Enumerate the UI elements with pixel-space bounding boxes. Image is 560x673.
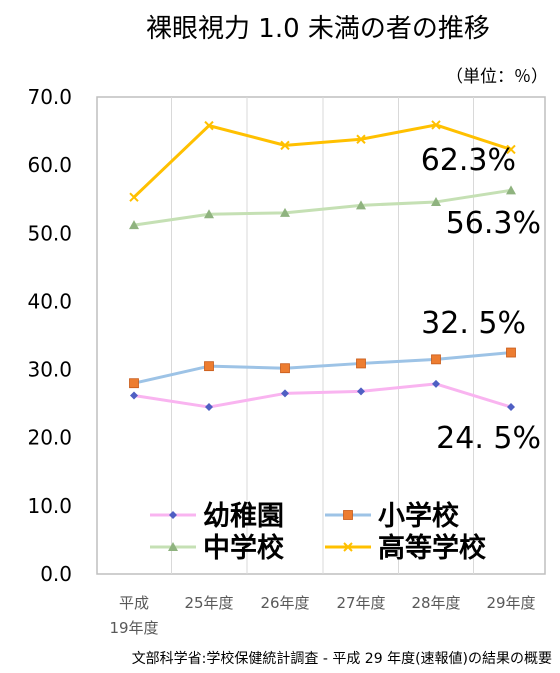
legend-label: 中学校 bbox=[203, 532, 284, 564]
series-elem bbox=[129, 347, 516, 389]
y-tick-label: 20.0 bbox=[27, 426, 72, 450]
y-tick-label: 60.0 bbox=[27, 153, 72, 177]
y-tick-label: 0.0 bbox=[40, 562, 72, 586]
series-line-high bbox=[132, 123, 512, 199]
y-axis-ticks: 0.0 10.0 20.0 30.0 40.0 50.0 60.0 70.0 bbox=[27, 85, 72, 586]
series-line-kinder bbox=[133, 382, 512, 409]
series-group bbox=[129, 120, 516, 412]
legend-entry-junior: 中学校 bbox=[150, 532, 284, 564]
y-tick-label: 30.0 bbox=[27, 358, 72, 382]
data-point bbox=[281, 389, 289, 398]
x-tick-label: 28年度 bbox=[411, 594, 460, 612]
legend-label: 幼稚園 bbox=[203, 501, 284, 532]
legend-label: 小学校 bbox=[378, 500, 459, 532]
x-tick-label: 19年度 bbox=[109, 619, 158, 637]
series-junior bbox=[129, 185, 516, 230]
chart-title: 裸眼視力 1.0 未満の者の推移 bbox=[146, 14, 490, 44]
legend-entry-high: 高等学校 bbox=[325, 532, 486, 564]
y-tick-label: 10.0 bbox=[27, 494, 72, 518]
end-label-junior: 56.3% bbox=[446, 206, 541, 241]
series-line-junior bbox=[133, 188, 512, 227]
x-tick-label: 29年度 bbox=[486, 594, 535, 612]
data-point bbox=[168, 542, 178, 551]
data-point bbox=[280, 140, 290, 151]
data-point bbox=[357, 387, 365, 396]
x-tick-label: 平成 bbox=[119, 594, 149, 612]
data-point bbox=[169, 511, 177, 519]
data-point bbox=[506, 144, 516, 155]
data-point bbox=[506, 347, 516, 358]
y-tick-label: 50.0 bbox=[27, 221, 72, 245]
x-tick-label: 26年度 bbox=[260, 594, 309, 612]
end-labels: 24. 5% 32. 5% 56.3% 62.3% bbox=[421, 143, 541, 456]
data-point bbox=[204, 209, 214, 219]
series-high bbox=[129, 120, 516, 202]
data-point bbox=[356, 200, 366, 210]
data-point bbox=[356, 134, 366, 144]
x-tick-label: 25年度 bbox=[184, 594, 233, 612]
source-note: 文部科学省:学校保健統計調査 - 平成 29 年度(速報値)の結果の概要 bbox=[132, 650, 552, 667]
end-label-kinder: 24. 5% bbox=[436, 421, 541, 456]
data-point bbox=[431, 196, 441, 206]
series-line-elem bbox=[133, 351, 512, 385]
data-point bbox=[431, 120, 441, 130]
data-point bbox=[507, 403, 515, 412]
data-point bbox=[205, 403, 213, 412]
y-tick-label: 70.0 bbox=[27, 85, 72, 109]
end-label-high: 62.3% bbox=[421, 143, 516, 178]
series-kinder bbox=[130, 379, 515, 412]
data-point bbox=[129, 220, 139, 230]
data-point bbox=[432, 379, 440, 388]
data-point bbox=[280, 363, 290, 374]
x-tick-label: 27年度 bbox=[336, 594, 385, 612]
data-point bbox=[343, 542, 353, 552]
data-point bbox=[130, 391, 138, 400]
gridlines bbox=[171, 97, 474, 574]
data-point bbox=[356, 358, 366, 369]
data-point bbox=[204, 361, 214, 372]
data-point bbox=[280, 207, 290, 217]
data-point bbox=[431, 354, 441, 365]
data-point bbox=[129, 192, 139, 202]
legend-entry-kinder: 幼稚園 bbox=[150, 501, 284, 532]
legend-label: 高等学校 bbox=[378, 532, 486, 564]
data-point bbox=[129, 378, 139, 389]
data-point bbox=[204, 120, 214, 131]
x-axis-ticks: 平成 19年度 25年度 26年度 27年度 28年度 29年度 bbox=[109, 594, 535, 637]
data-point bbox=[506, 185, 516, 195]
legend-entry-elem: 小学校 bbox=[325, 500, 459, 532]
data-point bbox=[343, 510, 353, 520]
y-tick-label: 40.0 bbox=[27, 289, 72, 313]
unit-label: （単位：％） bbox=[446, 67, 548, 87]
end-label-elem: 32. 5% bbox=[421, 306, 526, 341]
